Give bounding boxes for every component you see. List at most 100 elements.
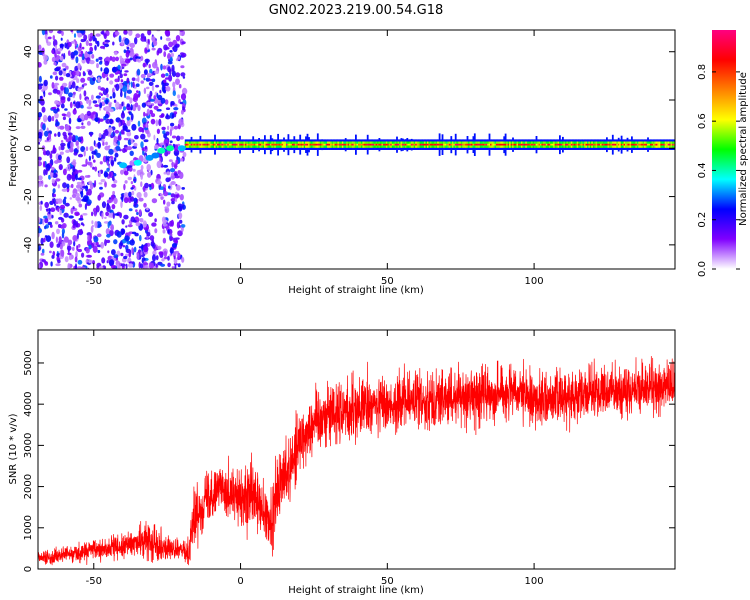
noise-cell (95, 241, 99, 246)
line-core-cell (526, 143, 529, 146)
noise-cell (62, 131, 67, 137)
noise-cell (142, 62, 146, 68)
line-core-cell (193, 143, 196, 146)
line-core-cell (497, 143, 500, 146)
noise-cell (164, 30, 171, 36)
noise-cell (94, 44, 97, 51)
noise-cell (98, 265, 104, 269)
line-core-cell (184, 143, 187, 146)
noise-cell (73, 240, 76, 247)
noise-cell (52, 144, 56, 152)
line-core-cell (576, 143, 579, 146)
line-core-cell (479, 143, 482, 146)
line-core-cell (503, 143, 506, 146)
noise-cell (44, 235, 48, 238)
line-core-cell (384, 143, 387, 146)
line-core-cell (493, 143, 495, 146)
noise-cell (69, 255, 72, 261)
noise-cell (75, 140, 79, 147)
noise-cell (52, 250, 56, 257)
noise-cell (39, 95, 43, 99)
noise-cell (108, 148, 114, 155)
noise-cell (128, 208, 133, 212)
noise-cell (136, 252, 140, 260)
noise-cell (85, 158, 88, 166)
noise-cell (112, 41, 115, 46)
line-core-cell (245, 143, 247, 146)
line-core-cell (334, 143, 337, 146)
line-core-cell (484, 143, 486, 146)
noise-cell (61, 82, 68, 87)
noise-cell (51, 82, 55, 89)
line-core-cell (224, 143, 227, 146)
line-core-cell (667, 143, 670, 146)
line-core-cell (472, 143, 475, 146)
line-segment-cell (166, 145, 175, 152)
noise-cell (138, 197, 144, 202)
line-core-cell (620, 143, 623, 146)
noise-cell (143, 191, 148, 198)
noise-cell (79, 30, 85, 34)
noise-cell (91, 154, 94, 160)
noise-cell (114, 152, 119, 158)
line-core-cell (315, 143, 318, 146)
line-core-cell (494, 143, 497, 146)
noise-cell (118, 35, 122, 43)
noise-cell (136, 192, 142, 199)
noise-cell (113, 135, 118, 143)
line-core-cell (588, 143, 591, 146)
noise-cell (88, 34, 91, 39)
noise-cell (71, 41, 75, 44)
line-core-cell (661, 143, 664, 146)
noise-cell (131, 123, 137, 131)
noise-cell (41, 30, 46, 36)
line-core-cell (253, 143, 256, 146)
line-core-cell (666, 143, 668, 146)
noise-cell (69, 197, 73, 200)
line-core-cell (421, 143, 423, 146)
line-core-cell (635, 143, 638, 146)
noise-cell (77, 118, 82, 122)
noise-cell (62, 198, 67, 205)
line-core-cell (205, 143, 208, 146)
noise-cell (135, 56, 141, 60)
line-core-cell (654, 143, 657, 146)
line-core-cell (660, 143, 663, 146)
noise-cell (51, 49, 55, 54)
line-core-cell (281, 143, 284, 146)
line-core-cell (664, 143, 667, 146)
line-core-cell (598, 143, 601, 146)
line-core-cell (572, 143, 575, 146)
noise-cell (83, 34, 88, 41)
line-core-cell (633, 143, 636, 146)
noise-cell (114, 51, 118, 56)
line-core-cell (487, 143, 489, 146)
line-core-cell (563, 143, 566, 146)
noise-cell (136, 58, 140, 62)
line-core-cell (607, 143, 610, 146)
noise-cell (77, 248, 82, 253)
noise-cell (171, 113, 174, 119)
line-core-cell (443, 143, 445, 146)
noise-cell (155, 263, 158, 268)
line-core-cell (550, 143, 552, 146)
noise-cell (91, 211, 94, 217)
noise-cell (119, 55, 123, 60)
line-core-cell (639, 143, 642, 146)
line-core-cell (651, 143, 654, 146)
noise-cell (85, 259, 88, 263)
line-core-cell (305, 143, 307, 146)
line-core-cell (522, 143, 525, 146)
noise-cell (60, 85, 64, 91)
noise-cell (146, 164, 151, 171)
noise-cell (94, 104, 100, 108)
noise-cell (174, 237, 180, 240)
noise-cell (109, 73, 115, 78)
noise-cell (92, 34, 96, 42)
line-segment-cell (177, 145, 186, 152)
noise-cell (174, 250, 180, 254)
noise-cell (121, 101, 124, 107)
noise-cell (98, 92, 102, 96)
noise-cell (173, 125, 179, 130)
line-core-cell (225, 143, 228, 146)
